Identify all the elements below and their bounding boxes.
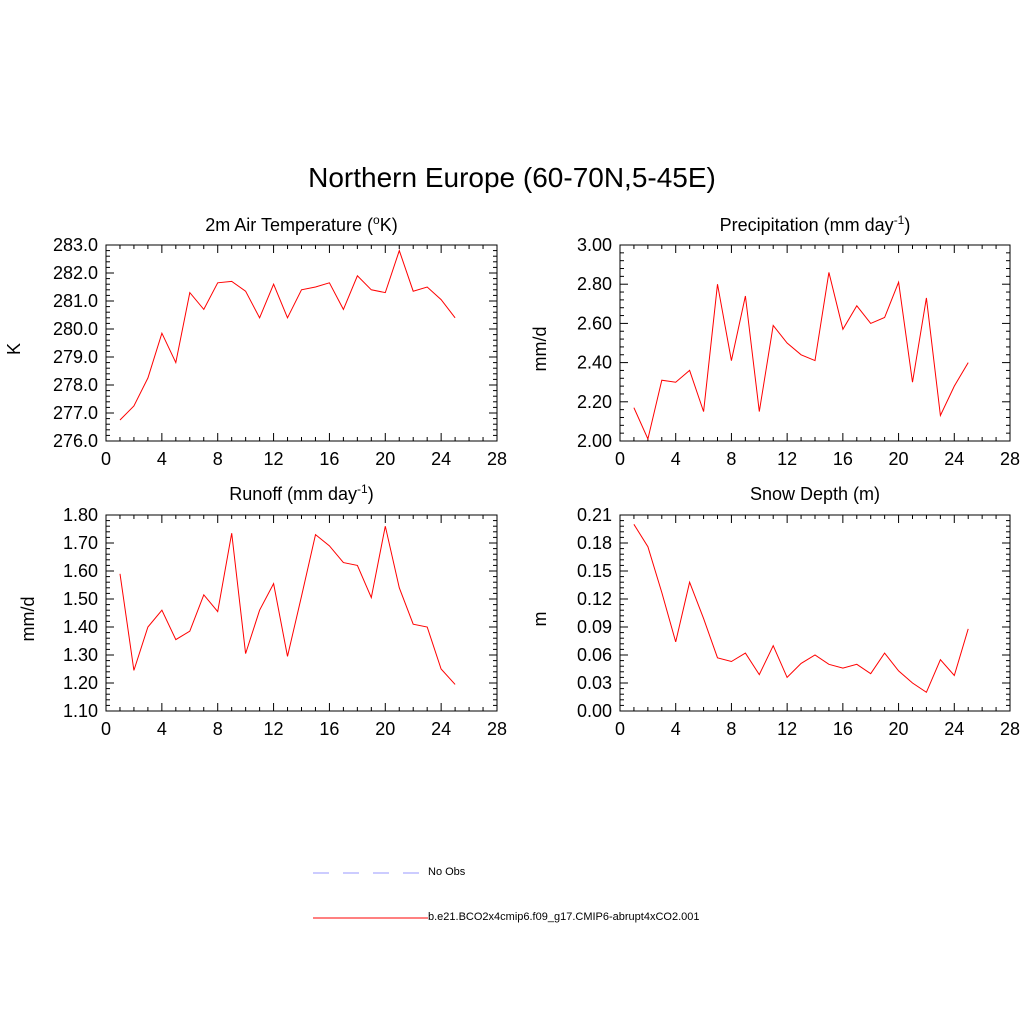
x-tick-label: 8 (213, 719, 223, 739)
x-tick-label: 24 (431, 719, 451, 739)
y-tick-label: 0.00 (577, 701, 612, 721)
y-tick-label: 1.40 (63, 617, 98, 637)
series-line (119, 526, 456, 685)
y-tick-label: 3.00 (577, 235, 612, 255)
x-tick-label: 28 (487, 719, 507, 739)
y-axis-label: mm/d (530, 327, 550, 372)
y-tick-label: 0.09 (577, 617, 612, 637)
x-tick-label: 0 (615, 719, 625, 739)
x-tick-label: 24 (944, 719, 964, 739)
subplot-title: Runoff (mm day-1) (229, 482, 373, 504)
y-tick-label: 0.03 (577, 673, 612, 693)
y-tick-label: 280.0 (53, 319, 98, 339)
x-tick-label: 12 (264, 719, 284, 739)
series-line (119, 249, 456, 421)
x-tick-label: 4 (157, 449, 167, 469)
x-tick-label: 8 (726, 449, 736, 469)
y-tick-label: 276.0 (53, 431, 98, 451)
x-tick-label: 20 (375, 449, 395, 469)
y-tick-label: 283.0 (53, 235, 98, 255)
y-tick-label: 281.0 (53, 291, 98, 311)
x-tick-label: 28 (1000, 719, 1020, 739)
y-tick-label: 2.80 (577, 274, 612, 294)
chart-panel-2: 0 4 8 12 16 20 24 28 2.00 2.20 2.40 2.60 2.80 3.00 Pre… (530, 213, 1020, 469)
y-tick-label: 1.60 (63, 561, 98, 581)
figure-title: Northern Europe (60-70N,5-45E) (308, 162, 716, 193)
x-tick-label: 24 (431, 449, 451, 469)
x-tick-label: 4 (671, 449, 681, 469)
x-tick-label: 16 (833, 449, 853, 469)
x-tick-label: 4 (157, 719, 167, 739)
y-tick-label: 278.0 (53, 375, 98, 395)
subplot-title: Precipitation (mm day-1) (720, 213, 911, 235)
x-tick-label: 12 (264, 449, 284, 469)
x-tick-label: 28 (1000, 449, 1020, 469)
y-tick-label: 1.20 (63, 673, 98, 693)
y-tick-label: 1.80 (63, 505, 98, 525)
x-tick-label: 20 (889, 449, 909, 469)
series-line (633, 272, 969, 441)
y-tick-label: 2.20 (577, 392, 612, 412)
x-tick-label: 8 (213, 449, 223, 469)
x-tick-label: 12 (777, 719, 797, 739)
legend-label-no-obs: No Obs (428, 866, 466, 878)
subplot-title: 2m Air Temperature (oK) (205, 213, 397, 235)
subplot-title: Snow Depth (m) (750, 484, 880, 504)
chart-panel-1: 0 4 8 12 16 20 24 28 276.0 277.0 278.0 279.0 280.0 28… (4, 213, 507, 469)
y-tick-label: 1.30 (63, 645, 98, 665)
x-tick-label: 0 (615, 449, 625, 469)
y-tick-label: 1.10 (63, 701, 98, 721)
x-tick-label: 16 (833, 719, 853, 739)
y-tick-label: 2.40 (577, 353, 612, 373)
y-tick-label: 0.18 (577, 533, 612, 553)
x-tick-label: 12 (777, 449, 797, 469)
y-axis-label: m (530, 612, 550, 627)
y-tick-label: 2.60 (577, 313, 612, 333)
x-tick-label: 16 (319, 449, 339, 469)
y-tick-label: 2.00 (577, 431, 612, 451)
legend-label-model: b.e21.BCO2x4cmip6.f09_g17.CMIP6-abrupt4x… (428, 911, 700, 923)
y-tick-label: 1.70 (63, 533, 98, 553)
y-tick-label: 282.0 (53, 263, 98, 283)
x-tick-label: 20 (375, 719, 395, 739)
x-tick-label: 16 (319, 719, 339, 739)
x-tick-label: 8 (726, 719, 736, 739)
y-tick-label: 279.0 (53, 347, 98, 367)
x-tick-label: 4 (671, 719, 681, 739)
y-tick-label: 277.0 (53, 403, 98, 423)
y-tick-label: 0.06 (577, 645, 612, 665)
chart-panel-4: 0 4 8 12 16 20 24 28 0.00 0.03 0.06 0.09 0.12 0.15 0.1… (530, 484, 1020, 739)
y-axis-label: mm/d (18, 597, 38, 642)
chart-panel-3: 0 4 8 12 16 20 24 28 1.10 1.20 1.30 1.40 1.50 1.60 1.7… (18, 482, 507, 739)
y-tick-label: 0.15 (577, 561, 612, 581)
x-tick-label: 0 (101, 449, 111, 469)
x-tick-label: 20 (889, 719, 909, 739)
y-tick-label: 0.21 (577, 505, 612, 525)
y-tick-label: 0.12 (577, 589, 612, 609)
x-tick-label: 28 (487, 449, 507, 469)
x-tick-label: 24 (944, 449, 964, 469)
x-tick-label: 0 (101, 719, 111, 739)
y-tick-label: 1.50 (63, 589, 98, 609)
y-axis-label: K (4, 343, 24, 355)
series-line (633, 524, 969, 694)
